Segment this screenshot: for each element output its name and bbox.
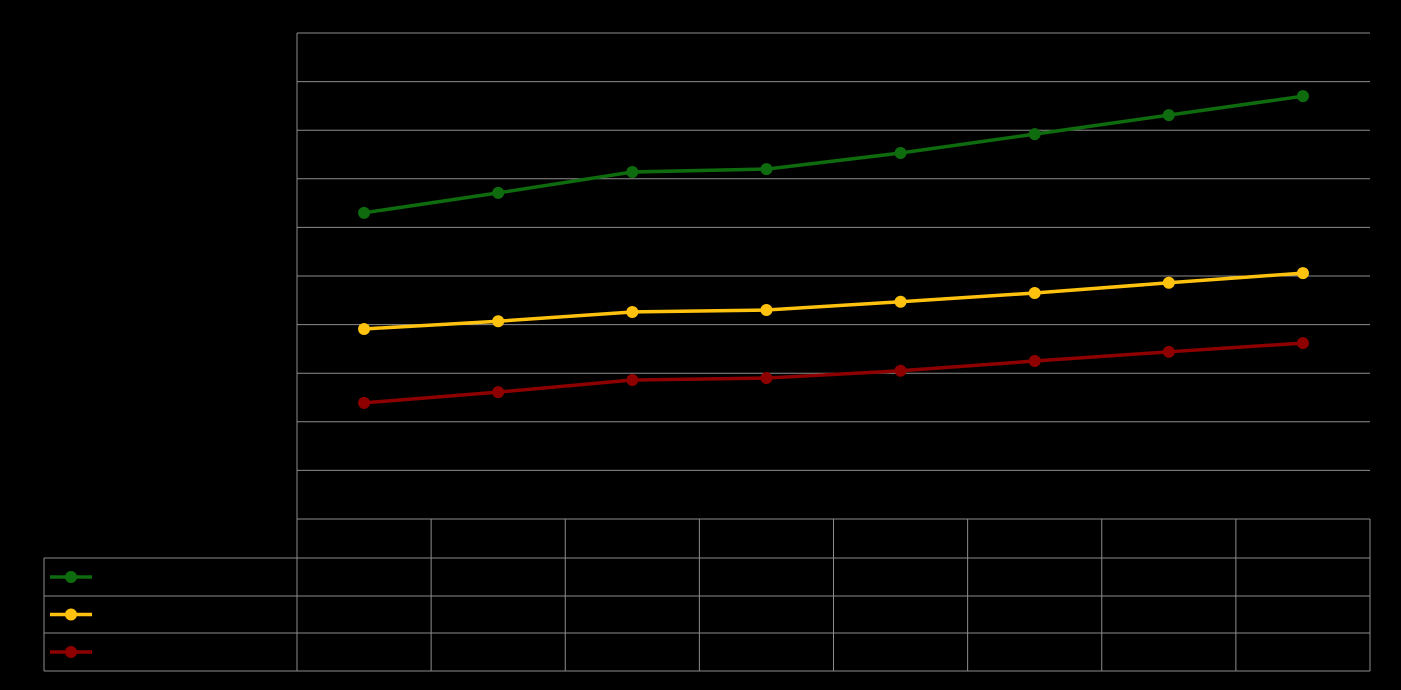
series-line [363, 271, 1304, 331]
point [1296, 90, 1309, 103]
table-value: 3.44 [1156, 643, 1181, 658]
table-value: 2.86 [620, 643, 645, 658]
point [492, 186, 505, 199]
table-value: 3.05 [888, 643, 913, 658]
point [1162, 109, 1175, 122]
table-value: 2.9 [757, 643, 775, 658]
table-value: 7.92 [1022, 568, 1047, 583]
table-value: 6.71 [486, 568, 511, 583]
table-value: 4.07 [486, 606, 511, 621]
point [358, 322, 371, 335]
point [492, 315, 505, 328]
point [1162, 276, 1175, 289]
table-value: 4.86 [1156, 606, 1181, 621]
point [1296, 267, 1309, 280]
point [760, 163, 773, 176]
table-value: 3.62 [1290, 643, 1315, 658]
legend-key [65, 608, 77, 621]
point [1296, 337, 1309, 350]
table-value: 7.14 [620, 568, 645, 583]
table-value: 4.26 [620, 606, 645, 621]
point [358, 206, 371, 219]
table-value: 4.3 [757, 606, 775, 621]
legend-key [65, 646, 77, 658]
table-value: 6.3 [355, 568, 373, 583]
point [358, 396, 371, 409]
point [760, 304, 773, 317]
point [492, 386, 505, 399]
table-value: 5.06 [1290, 606, 1315, 621]
table-value: 7.53 [888, 568, 913, 583]
point [894, 364, 907, 377]
legend-key [65, 571, 77, 583]
table-value: 4.47 [888, 606, 913, 621]
point [760, 372, 773, 385]
point [626, 305, 639, 318]
table-value: 2.61 [486, 643, 511, 658]
point [1162, 345, 1175, 358]
table-value: 7.2 [757, 568, 775, 583]
point [1028, 355, 1041, 368]
table-value: 8.7 [1294, 568, 1312, 583]
point [1028, 128, 1041, 141]
point [894, 295, 907, 308]
point [894, 147, 907, 160]
table-value: 2.39 [351, 643, 376, 658]
table-value: 3.91 [351, 606, 376, 621]
table-value: 3.25 [1022, 643, 1047, 658]
point [626, 165, 639, 178]
point [626, 374, 639, 387]
point [1028, 287, 1041, 300]
table-value: 4.65 [1022, 606, 1047, 621]
series-line [363, 341, 1304, 405]
table-value: 8.31 [1156, 568, 1181, 583]
series-line [363, 94, 1304, 215]
